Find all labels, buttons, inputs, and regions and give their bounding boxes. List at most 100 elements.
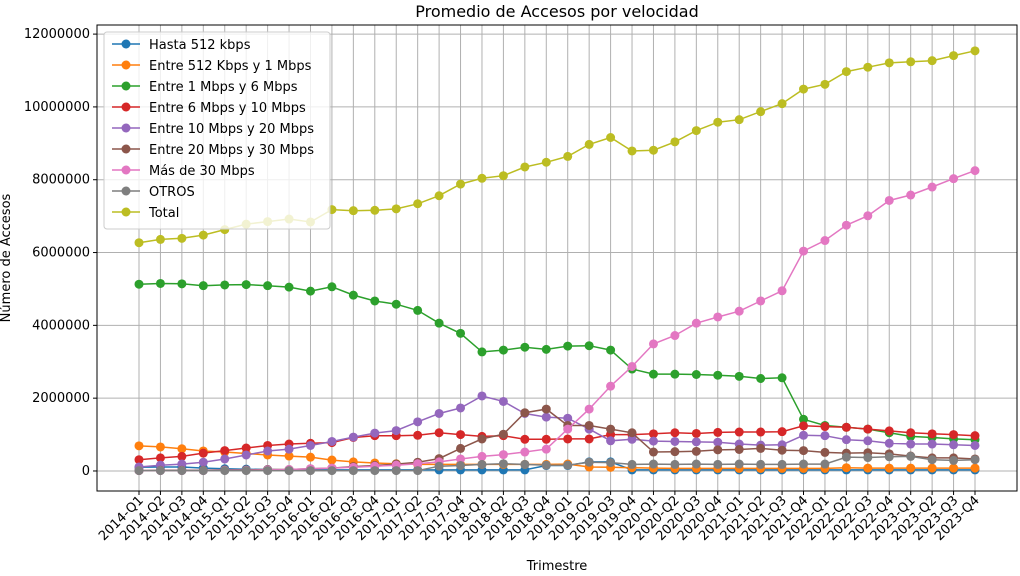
data-point bbox=[841, 435, 851, 445]
data-point bbox=[949, 440, 959, 450]
data-point bbox=[434, 318, 444, 328]
legend-swatch-marker bbox=[121, 102, 131, 112]
data-point bbox=[799, 414, 809, 424]
data-point bbox=[456, 403, 466, 413]
data-point bbox=[906, 439, 916, 449]
data-point bbox=[263, 466, 273, 476]
data-point bbox=[949, 51, 959, 61]
data-point bbox=[648, 339, 658, 349]
data-point bbox=[820, 79, 830, 89]
data-point bbox=[734, 371, 744, 381]
data-point bbox=[648, 145, 658, 155]
data-point bbox=[348, 466, 358, 476]
data-point bbox=[220, 446, 230, 456]
data-point bbox=[970, 455, 980, 465]
legend-label: Entre 1 Mbps y 6 Mbps bbox=[149, 80, 298, 95]
data-point bbox=[220, 454, 230, 464]
data-point bbox=[841, 463, 851, 473]
data-point bbox=[220, 466, 230, 476]
data-point bbox=[477, 173, 487, 183]
data-point bbox=[456, 430, 466, 440]
data-point bbox=[327, 282, 337, 292]
data-point bbox=[348, 206, 358, 216]
data-point bbox=[756, 443, 766, 453]
legend-item: Entre 1 Mbps y 6 Mbps bbox=[112, 80, 298, 95]
data-point bbox=[691, 446, 701, 456]
data-point bbox=[841, 452, 851, 462]
data-point bbox=[970, 431, 980, 441]
data-point bbox=[756, 459, 766, 469]
legend-swatch-marker bbox=[121, 123, 131, 133]
data-point bbox=[799, 246, 809, 256]
y-tick-label: 6000000 bbox=[32, 246, 90, 261]
data-point bbox=[155, 466, 165, 476]
data-point bbox=[413, 305, 423, 315]
data-point bbox=[541, 444, 551, 454]
legend-label: Entre 10 Mbps y 20 Mbps bbox=[149, 122, 314, 137]
data-point bbox=[970, 463, 980, 473]
data-point bbox=[884, 426, 894, 436]
data-point bbox=[413, 417, 423, 427]
data-point bbox=[155, 453, 165, 463]
data-point bbox=[606, 345, 616, 355]
legend-label: Más de 30 Mbps bbox=[149, 164, 255, 179]
data-point bbox=[520, 434, 530, 444]
data-point bbox=[863, 62, 873, 72]
data-point bbox=[413, 199, 423, 209]
data-point bbox=[284, 444, 294, 454]
legend-label: Entre 20 Mbps y 30 Mbps bbox=[149, 143, 314, 158]
data-point bbox=[305, 466, 315, 476]
data-point bbox=[327, 455, 337, 465]
data-point bbox=[520, 162, 530, 172]
data-point bbox=[541, 460, 551, 470]
data-point bbox=[348, 290, 358, 300]
data-point bbox=[970, 166, 980, 176]
data-point bbox=[584, 420, 594, 430]
data-point bbox=[541, 412, 551, 422]
data-point bbox=[305, 286, 315, 296]
legend-label: Total bbox=[148, 206, 179, 221]
data-point bbox=[413, 466, 423, 476]
data-point bbox=[670, 428, 680, 438]
data-point bbox=[734, 306, 744, 316]
data-point bbox=[627, 361, 637, 371]
series-4 bbox=[134, 391, 980, 472]
data-point bbox=[456, 454, 466, 464]
data-point bbox=[670, 369, 680, 379]
data-point bbox=[734, 459, 744, 469]
data-point bbox=[177, 279, 187, 289]
data-point bbox=[927, 455, 937, 465]
y-tick-label: 2000000 bbox=[32, 391, 90, 406]
legend-swatch-marker bbox=[121, 207, 131, 217]
data-point bbox=[584, 404, 594, 414]
data-point bbox=[648, 447, 658, 457]
data-point bbox=[263, 281, 273, 291]
data-point bbox=[477, 391, 487, 401]
x-axis-label: Trimestre bbox=[526, 559, 588, 574]
data-point bbox=[241, 466, 251, 476]
data-point bbox=[906, 463, 916, 473]
data-point bbox=[263, 446, 273, 456]
data-point bbox=[670, 447, 680, 457]
y-axis-label: Número de Accesos bbox=[0, 193, 14, 322]
data-point bbox=[563, 424, 573, 434]
legend-item: Entre 20 Mbps y 30 Mbps bbox=[112, 143, 314, 158]
data-point bbox=[563, 434, 573, 444]
data-point bbox=[713, 427, 723, 437]
data-point bbox=[777, 445, 787, 455]
series-line bbox=[139, 455, 976, 472]
data-point bbox=[863, 436, 873, 446]
data-point bbox=[884, 195, 894, 205]
data-point bbox=[498, 459, 508, 469]
legend-item: Entre 10 Mbps y 20 Mbps bbox=[112, 122, 314, 137]
data-point bbox=[820, 447, 830, 457]
data-point bbox=[391, 204, 401, 214]
data-point bbox=[606, 436, 616, 446]
data-point bbox=[949, 174, 959, 184]
data-point bbox=[691, 428, 701, 438]
data-point bbox=[134, 466, 144, 476]
data-point bbox=[520, 342, 530, 352]
data-point bbox=[756, 374, 766, 384]
data-point bbox=[863, 453, 873, 463]
